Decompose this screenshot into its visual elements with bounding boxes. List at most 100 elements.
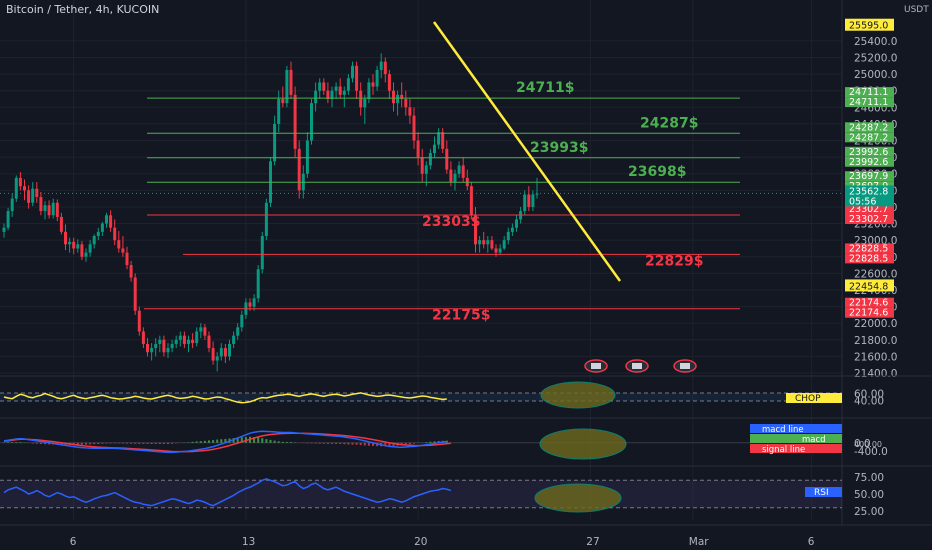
macd-legend-text: signal line bbox=[762, 445, 805, 455]
symbol-title: Bitcoin / Tether, 4h, KUCOIN bbox=[6, 3, 160, 16]
candle-body bbox=[174, 339, 178, 344]
candle-body bbox=[47, 205, 51, 216]
rsi-legend-tag bbox=[805, 487, 842, 497]
time-tick-label: 13 bbox=[242, 536, 255, 548]
event-marker bbox=[625, 359, 649, 373]
macd-highlight-ellipse bbox=[539, 428, 627, 460]
candle-body bbox=[523, 194, 527, 212]
candle-body bbox=[182, 335, 186, 344]
level-axis-tag-text: 23302.7 bbox=[849, 204, 888, 215]
candle-body bbox=[133, 277, 137, 311]
candle-body bbox=[527, 194, 531, 207]
candle-body bbox=[236, 327, 240, 336]
candle-body bbox=[297, 148, 301, 191]
time-tick-label: 6 bbox=[70, 536, 77, 548]
candle-body bbox=[178, 335, 182, 340]
level-axis-tag bbox=[845, 146, 894, 157]
candle-body bbox=[273, 123, 277, 162]
candle-body bbox=[305, 140, 309, 174]
candle-body bbox=[322, 82, 326, 91]
candle-body bbox=[191, 339, 195, 344]
level-axis-tag bbox=[845, 156, 894, 167]
level-axis-tag-text: 23697.9 bbox=[849, 171, 888, 182]
macd-legend-tag bbox=[750, 444, 842, 453]
time-axis-background bbox=[0, 526, 932, 550]
candle-body bbox=[35, 188, 39, 197]
level-axis-tag-text: 24711.1 bbox=[849, 87, 888, 98]
candle-body bbox=[84, 252, 88, 257]
level-axis-tag bbox=[845, 214, 894, 225]
flag-icon bbox=[591, 363, 601, 369]
candle-body bbox=[100, 223, 104, 232]
candle-body bbox=[223, 348, 227, 357]
candle-body bbox=[264, 202, 268, 237]
time-tick-label: Mar bbox=[689, 536, 709, 548]
candle-body bbox=[146, 343, 149, 353]
candle-body bbox=[510, 227, 514, 232]
price-tick-label: 21400.0 bbox=[854, 368, 897, 380]
candle-body bbox=[88, 244, 92, 253]
candle-body bbox=[433, 144, 436, 153]
candle-body bbox=[330, 90, 334, 100]
candle-body bbox=[531, 194, 535, 207]
candle-body bbox=[293, 94, 297, 149]
axis-tag-high bbox=[845, 18, 894, 31]
candle-body bbox=[412, 115, 416, 141]
candle-body bbox=[68, 241, 72, 245]
candle-body bbox=[486, 240, 490, 245]
level-axis-tag-text: 24287.2 bbox=[849, 122, 888, 133]
level-axis-tag bbox=[845, 171, 894, 182]
macd-signal-line bbox=[3, 432, 451, 453]
candle-body bbox=[105, 215, 108, 224]
candle-body bbox=[318, 82, 322, 91]
candle-body bbox=[125, 252, 129, 266]
candle-body bbox=[469, 186, 473, 216]
chop-line bbox=[3, 392, 447, 404]
candle-body bbox=[76, 244, 80, 249]
candle-body bbox=[383, 61, 387, 75]
candle-body bbox=[351, 65, 354, 79]
candle-body bbox=[334, 86, 338, 91]
event-marker bbox=[673, 359, 697, 373]
candle-body bbox=[39, 196, 43, 212]
quote-currency-label: USDT bbox=[904, 5, 929, 15]
candle-body bbox=[141, 331, 145, 344]
flag-icon bbox=[632, 363, 642, 369]
rsi-highlight-ellipse bbox=[534, 483, 622, 513]
level-label: 23993$ bbox=[530, 140, 588, 156]
candle-body bbox=[379, 61, 383, 70]
candle-body bbox=[461, 165, 465, 178]
candle-body bbox=[256, 269, 260, 299]
candle-body bbox=[113, 227, 117, 241]
candle-body bbox=[482, 240, 486, 245]
candle-body bbox=[18, 177, 22, 187]
candle-body bbox=[428, 152, 432, 166]
axis-tag-low bbox=[845, 279, 894, 292]
candle-body bbox=[51, 202, 55, 216]
rsi-tick-label: 50.00 bbox=[854, 489, 884, 501]
candle-body bbox=[23, 186, 26, 191]
candle-body bbox=[474, 215, 477, 245]
candle-body bbox=[416, 140, 420, 158]
level-axis-tag bbox=[845, 243, 894, 254]
last-price-tag bbox=[845, 185, 894, 207]
candle-body bbox=[535, 193, 539, 195]
descending-trendline bbox=[432, 21, 622, 282]
level-label: 22175$ bbox=[432, 308, 490, 324]
candle-body bbox=[215, 356, 219, 361]
price-tick-label: 21600.0 bbox=[854, 351, 897, 363]
candle-body bbox=[240, 314, 244, 328]
bar-countdown: 05:56 bbox=[849, 196, 876, 207]
macd-line bbox=[3, 430, 447, 454]
candle-body bbox=[494, 248, 498, 253]
candle-body bbox=[363, 99, 367, 108]
chop-legend-tag bbox=[786, 393, 842, 403]
candle-body bbox=[367, 82, 371, 100]
candle-body bbox=[445, 148, 449, 170]
level-label: 23303$ bbox=[422, 214, 480, 230]
level-axis-tag bbox=[845, 204, 894, 215]
candle-body bbox=[43, 205, 47, 212]
macd-legend-text: macd bbox=[802, 435, 826, 445]
